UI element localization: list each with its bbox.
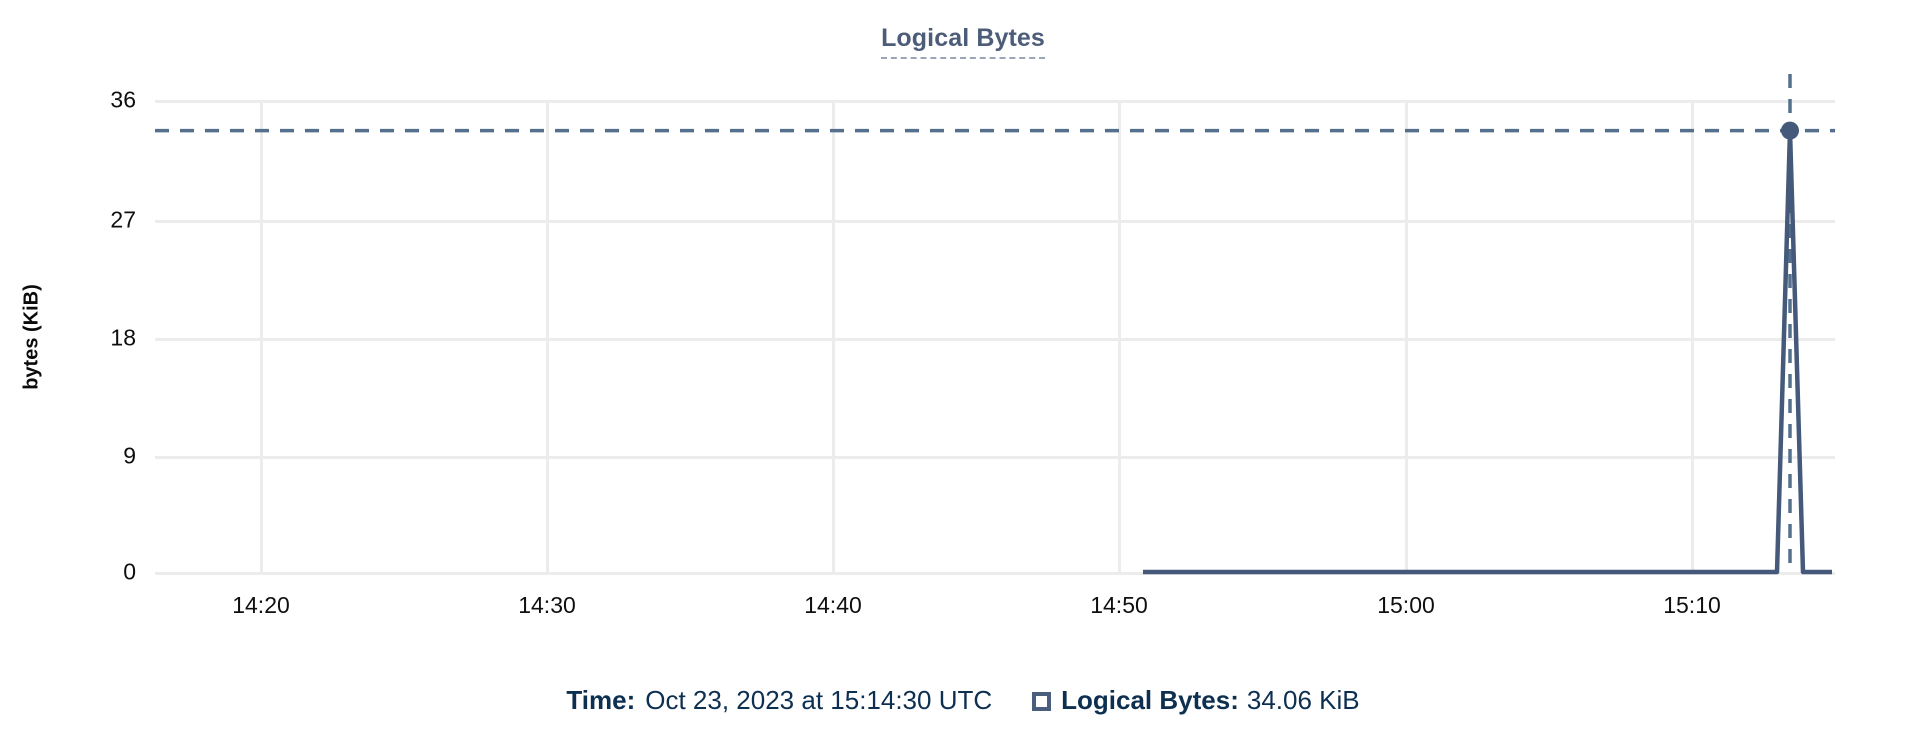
x-tick-label: 14:20 [232,592,290,618]
x-tick-label: 14:40 [804,592,862,618]
gridline-x-1420 [260,100,263,574]
gridline-y-36 [155,100,1835,103]
y-tick-label: 27 [110,206,136,233]
y-axis-title: bytes (KiB) [20,284,43,390]
gridline-x-1500 [1405,100,1408,574]
series-svg [155,74,1835,575]
highlight-point-marker[interactable] [1781,121,1799,140]
x-tick-label: 15:00 [1377,592,1435,618]
gridline-x-1440 [832,100,835,574]
x-tick-label: 15:10 [1663,592,1721,618]
gridline-x-1450 [1118,100,1121,574]
footer-time-group: Time: Oct 23, 2023 at 15:14:30 UTC [566,685,992,716]
gridline-y-18 [155,338,1835,341]
chart-footer-legend: Time: Oct 23, 2023 at 15:14:30 UTC Logic… [0,685,1926,716]
gridline-y-9 [155,456,1835,459]
footer-time-label: Time: [566,685,636,715]
chart-title[interactable]: Logical Bytes [881,24,1045,59]
y-tick-label: 0 [123,558,136,585]
gridline-x-1510 [1691,100,1694,574]
footer-time-value: Oct 23, 2023 at 15:14:30 UTC [645,685,993,715]
y-tick-label: 9 [123,442,136,469]
footer-series-value: 34.06 KiB [1246,685,1360,715]
chart-title-wrapper: Logical Bytes [0,24,1926,59]
x-tick-label: 14:30 [518,592,576,618]
footer-series-group[interactable]: Logical Bytes: 34.06 KiB [1032,685,1360,716]
footer-series-label: Logical Bytes: [1061,685,1239,715]
gridline-y-0 [155,572,1835,575]
gridline-x-1430 [546,100,549,574]
plot-area[interactable] [155,74,1835,575]
y-tick-label: 36 [110,86,136,113]
legend-swatch-icon [1032,692,1052,711]
series-line-logical-bytes [1143,128,1832,575]
x-tick-label: 14:50 [1090,592,1148,618]
gridline-y-27 [155,220,1835,223]
